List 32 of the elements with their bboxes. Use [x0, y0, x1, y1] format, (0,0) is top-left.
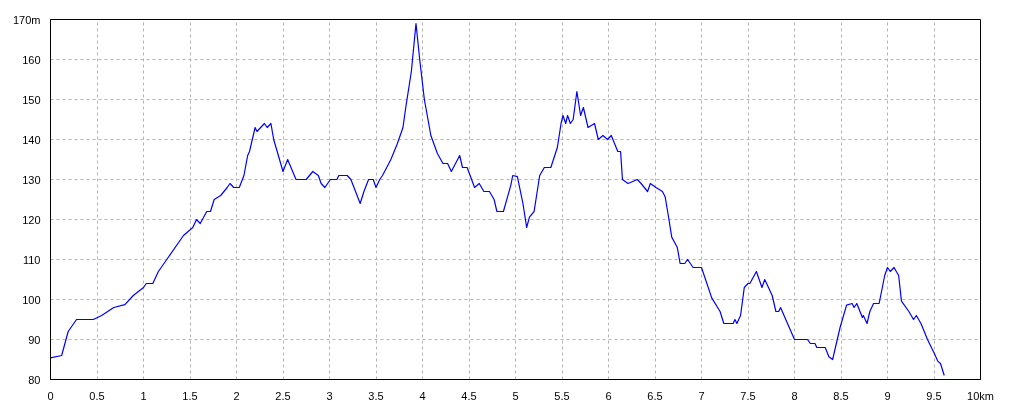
- x-tick-label: 10km: [967, 389, 994, 402]
- x-tick-label: 8: [791, 389, 798, 402]
- y-tick-label: 110: [22, 253, 41, 266]
- x-tick-label: 1: [140, 389, 147, 402]
- y-tick-label: 120: [22, 213, 41, 226]
- x-tick-label: 7: [698, 389, 705, 402]
- x-tick-label: 4: [419, 389, 426, 402]
- y-tick-label: 90: [28, 333, 41, 346]
- y-tick-label: 160: [22, 53, 41, 66]
- x-tick-label: 3.5: [368, 389, 384, 402]
- y-tick-label: 150: [22, 93, 41, 106]
- x-tick-label: 5: [512, 389, 519, 402]
- x-tick-label: 9: [884, 389, 891, 402]
- x-tick-label: 1.5: [182, 389, 198, 402]
- x-tick-label: 2.5: [275, 389, 291, 402]
- x-tick-label: 2: [233, 389, 240, 402]
- x-tick-label: 7.5: [740, 389, 756, 402]
- x-tick-label: 8.5: [833, 389, 849, 402]
- x-tick-label: 0: [47, 389, 54, 402]
- y-tick-label: 140: [22, 133, 41, 146]
- x-tick-label: 3: [326, 389, 333, 402]
- x-tick-label: 5.5: [554, 389, 570, 402]
- x-tick-label: 6: [605, 389, 612, 402]
- line-series: [50, 22, 945, 377]
- y-tick-label: 170m: [12, 13, 41, 26]
- x-tick-label: 9.5: [926, 389, 942, 402]
- y-tick-label: 130: [22, 173, 41, 186]
- x-tick-label: 4.5: [461, 389, 477, 402]
- y-tick-label: 80: [28, 373, 41, 386]
- y-tick-label: 100: [22, 293, 41, 306]
- x-tick-label: 0.5: [89, 389, 105, 402]
- x-tick-label: 6.5: [647, 389, 663, 402]
